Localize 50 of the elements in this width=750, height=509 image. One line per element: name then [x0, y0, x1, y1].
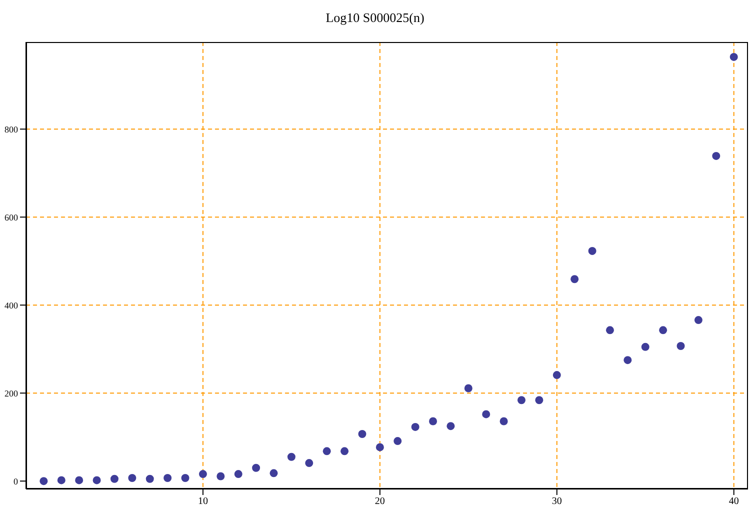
point	[411, 422, 420, 431]
point	[394, 437, 402, 446]
point	[730, 52, 738, 61]
point	[57, 476, 66, 484]
point	[500, 417, 508, 426]
x-tick-label: 30	[552, 496, 562, 508]
point	[570, 275, 579, 284]
point	[659, 326, 668, 334]
point	[234, 470, 242, 478]
x-tick-label: 40	[728, 496, 739, 508]
point	[287, 452, 296, 461]
y-tick-label: 600	[4, 212, 18, 222]
point	[181, 474, 190, 482]
point	[340, 447, 349, 456]
point	[128, 474, 136, 482]
point	[164, 474, 172, 482]
point	[641, 342, 650, 351]
point	[624, 356, 632, 364]
point	[464, 384, 472, 392]
point	[694, 316, 702, 324]
y-tick-label: 0	[14, 476, 18, 486]
point	[322, 447, 331, 456]
point	[588, 246, 596, 255]
y-tick-label: 800	[4, 124, 18, 134]
chart-title: Log10 S000025(n)	[324, 10, 426, 26]
point	[712, 152, 720, 160]
point	[482, 410, 490, 418]
point	[110, 474, 118, 483]
point	[270, 469, 278, 478]
y-tick-label: 200	[4, 388, 18, 398]
point	[146, 474, 154, 483]
x-tick-label: 10	[198, 496, 208, 508]
point	[429, 417, 438, 426]
point	[606, 326, 614, 334]
point	[676, 342, 685, 350]
point	[216, 472, 225, 480]
x-tick-label: 20	[374, 496, 385, 508]
point	[535, 396, 544, 404]
point	[198, 470, 207, 478]
point	[552, 371, 561, 380]
point	[376, 443, 384, 452]
point	[40, 477, 48, 486]
point	[75, 476, 84, 484]
point	[446, 422, 455, 430]
point	[92, 476, 101, 484]
point	[252, 464, 260, 472]
point	[358, 430, 366, 438]
point	[517, 396, 526, 404]
y-tick-label: 400	[4, 300, 18, 310]
point	[305, 459, 314, 468]
